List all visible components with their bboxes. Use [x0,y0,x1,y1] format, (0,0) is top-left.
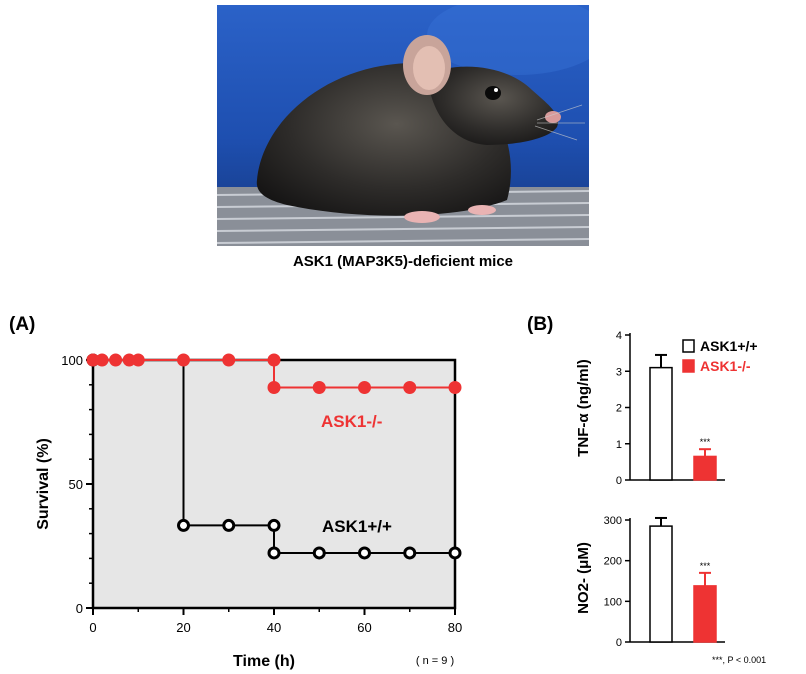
y-tick-label: 100 [61,353,83,368]
panel-b-label: (B) [527,314,554,335]
ko-data-point [448,381,462,395]
ko-data-point [267,353,281,367]
annotation-ask1-wt: ASK1+/+ [322,517,392,536]
photo-caption: ASK1 (MAP3K5)-deficient mice [292,253,514,270]
legend-label-wt: ASK1+/+ [700,338,758,354]
ko-data-point [177,353,190,367]
mouse-illustration [217,5,589,246]
ko-data-point [131,353,145,367]
survival-chart: 0 50 100 0 20 40 60 80 Time (h) Survival (%) AS… [35,353,462,670]
wt-data-point [267,518,281,532]
ko-data-point [109,353,123,367]
tnf-axis-label: TNF-α (ng/ml) [575,359,592,457]
mouse-photo [217,5,589,246]
bar-ko [693,585,717,643]
y-tick-label: 2 [616,403,622,415]
x-tick-label: 20 [176,620,190,635]
wt-data-point [222,518,236,532]
wt-data-point [448,546,462,560]
legend-swatch-ko [682,359,695,373]
y-tick-label: 0 [616,637,622,649]
wt-data-point [312,546,326,560]
plot-background [91,358,457,610]
wt-data-point [267,546,281,560]
y-tick-label: 3 [616,366,622,378]
legend-label-ko: ASK1-/- [700,358,751,374]
significance-footnote: ***, P < 0.001 [712,655,767,665]
y-tick-label: 200 [604,556,622,568]
bar-ko [693,455,717,481]
ko-data-point [222,353,236,367]
ko-data-point [312,381,326,395]
panel-a-label: (A) [9,314,36,335]
series-line-wt [93,359,455,554]
y-tick-label: 300 [604,515,622,527]
bar-charts: 0 1 2 3 4 *** 0 100 200 300 *** TNF-α (ng/ml) NO2… [575,330,758,649]
wt-data-point [358,546,371,560]
y-tick-label: 0 [616,475,622,487]
ko-data-point [267,381,281,395]
y-tick-label: 100 [604,596,622,608]
annotation-ask1-ko: ASK1-/- [321,412,382,431]
bar-wt [649,525,673,643]
sample-size-note: ( n = 9 ) [416,655,454,667]
significance-label: *** [700,561,711,571]
x-tick-label: 0 [89,620,96,635]
no2-axis-label: NO2- (μM) [575,542,592,614]
ko-data-point [358,381,371,395]
x-tick-label: 60 [357,620,371,635]
x-tick-label: 40 [267,620,281,635]
significance-label: *** [700,437,711,447]
x-tick-label: 80 [448,620,462,635]
bar-wt [649,366,673,481]
y-axis-label: Survival (%) [35,438,52,530]
wt-data-point [403,546,417,560]
wt-data-point [177,518,190,532]
y-tick-label: 50 [69,477,83,492]
ko-data-point [403,381,417,395]
y-tick-label: 1 [616,439,622,451]
ko-data-point [95,353,109,367]
y-tick-label: 4 [616,330,622,342]
y-tick-label: 0 [76,601,83,616]
legend-swatch-wt [682,339,695,353]
x-axis-label: Time (h) [233,653,295,670]
